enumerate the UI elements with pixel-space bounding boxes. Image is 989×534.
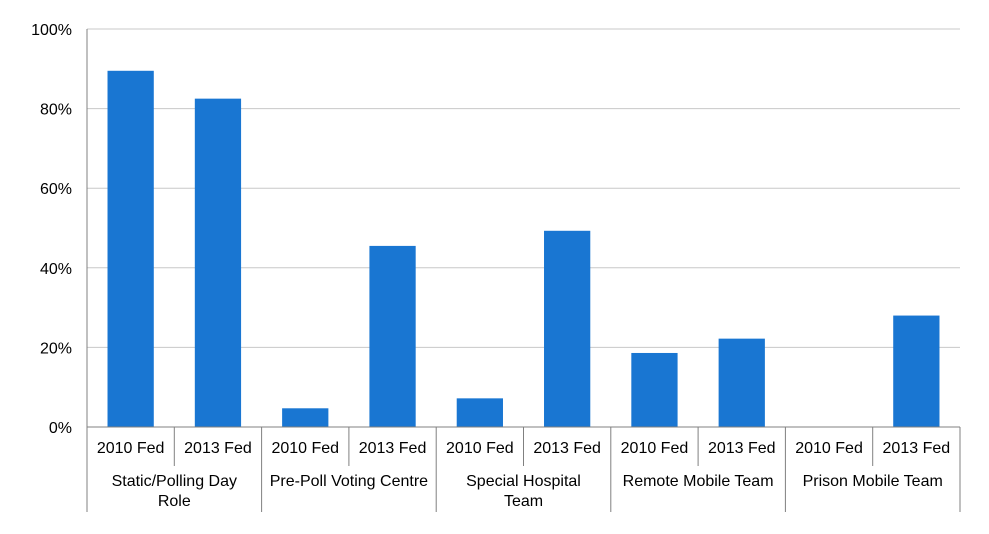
x-group-label: Prison Mobile Team: [803, 473, 943, 490]
y-tick-label: 0%: [49, 420, 72, 437]
x-category-label: 2013 Fed: [533, 440, 601, 457]
x-group-label: Role: [158, 493, 191, 510]
bar: [631, 352, 678, 427]
axes: [86, 29, 961, 512]
y-tick-label: 20%: [40, 340, 72, 357]
bar: [893, 315, 940, 427]
x-category-label: 2013 Fed: [184, 440, 252, 457]
x-category-label: 2010 Fed: [446, 440, 514, 457]
x-category-label: 2013 Fed: [359, 440, 427, 457]
x-category-label: 2013 Fed: [708, 440, 776, 457]
bar: [456, 398, 503, 427]
y-tick-label: 40%: [40, 261, 72, 278]
x-group-label: Static/Polling Day: [112, 473, 237, 490]
y-tick-label: 60%: [40, 181, 72, 198]
x-category-label: 2013 Fed: [883, 440, 951, 457]
x-category-label: 2010 Fed: [97, 440, 165, 457]
axis-labels: 0% 20% 40% 60% 80% 100% 2010 Fed 2013 Fed 2010 F…: [31, 22, 950, 510]
x-category-label: 2010 Fed: [271, 440, 339, 457]
y-tick-label: 100%: [31, 22, 72, 39]
x-group-label: Special Hospital: [466, 473, 581, 490]
bar: [194, 98, 242, 428]
x-group-label: Remote Mobile Team: [623, 473, 774, 490]
bar: [369, 245, 416, 427]
x-category-label: 2010 Fed: [795, 440, 863, 457]
y-tick-label: 80%: [40, 102, 72, 119]
bars: [107, 70, 940, 428]
bar: [544, 230, 591, 427]
bar: [107, 70, 154, 427]
bar: [282, 408, 329, 427]
x-category-label: 2010 Fed: [621, 440, 689, 457]
x-group-label: Pre-Poll Voting Centre: [270, 473, 428, 490]
bar: [718, 338, 765, 427]
x-group-label: Team: [504, 493, 543, 510]
